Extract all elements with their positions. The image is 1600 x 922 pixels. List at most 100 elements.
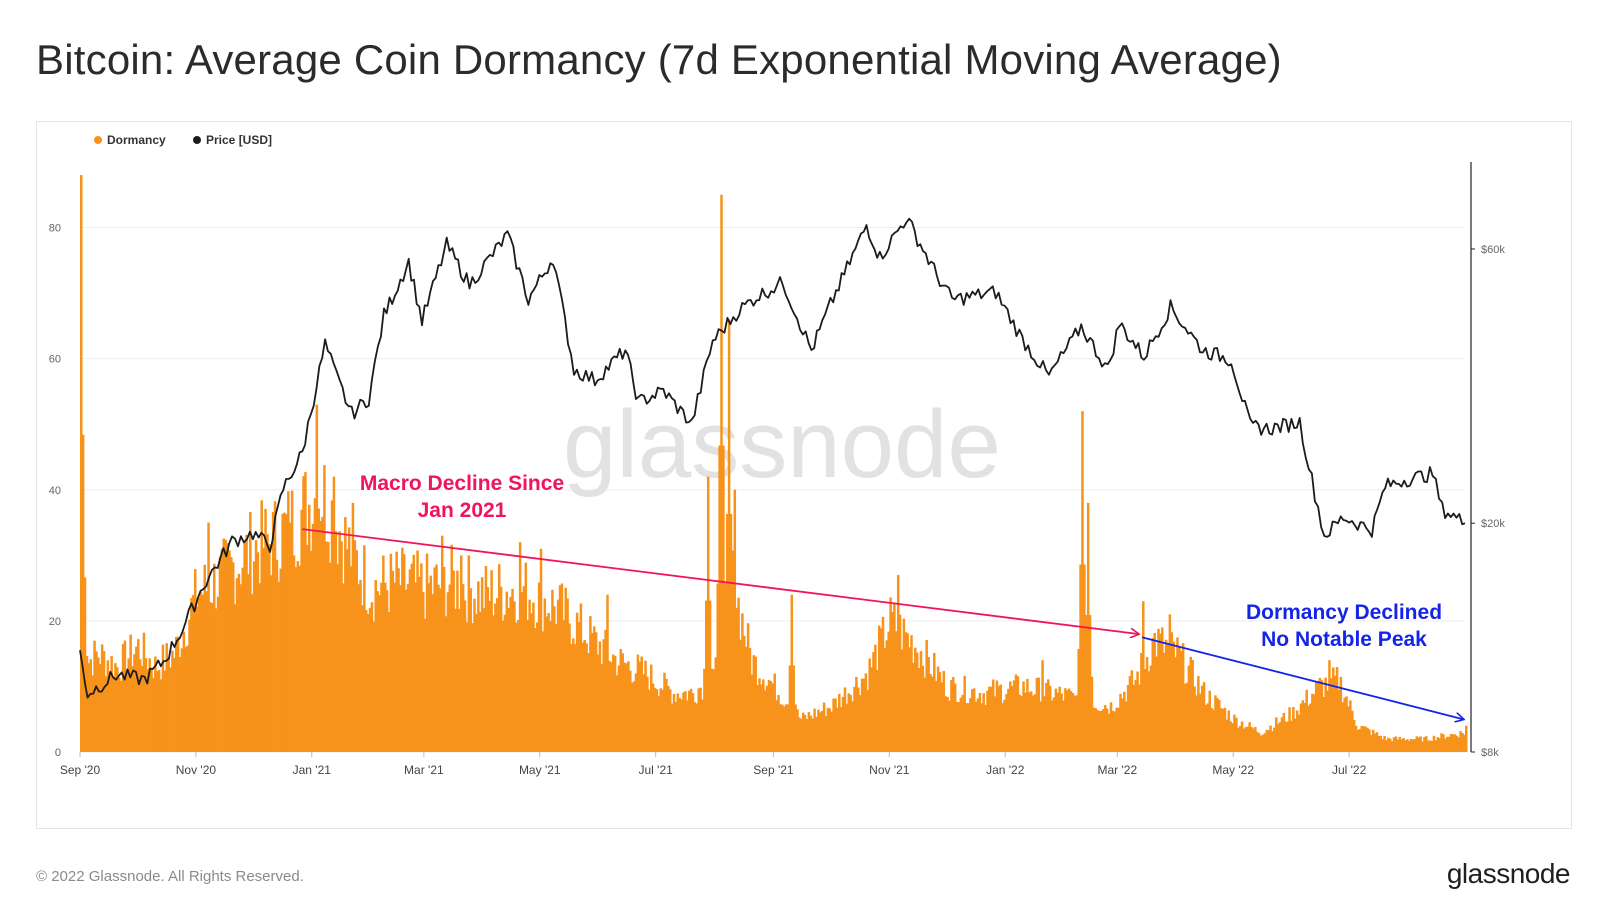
dormancy-bar — [980, 703, 984, 752]
dormancy-bar — [682, 692, 685, 752]
dormancy-bar — [790, 594, 794, 752]
dormancy-bar — [1419, 736, 1422, 752]
dormancy-bar — [104, 676, 108, 752]
dormancy-bar — [418, 576, 421, 752]
dormancy-bar — [355, 550, 358, 752]
dormancy-bar — [100, 644, 104, 752]
dormancy-bar — [798, 717, 801, 752]
dormancy-bar — [1048, 685, 1052, 752]
dormancy-bar — [193, 569, 197, 752]
dormancy-bar — [1088, 614, 1092, 752]
dormancy-bar — [1085, 614, 1088, 752]
dormancy-bar — [1389, 738, 1392, 752]
dormancy-bar — [874, 644, 877, 752]
chart-svg[interactable]: 0 20 40 60 80 $8k $20k $60k glassnode Sep '20 Nov … — [37, 122, 1573, 830]
dormancy-bar — [1273, 727, 1276, 752]
dormancy-bar — [154, 656, 157, 752]
annotation-text: Jan 2021 — [418, 499, 507, 522]
dormancy-bar — [860, 678, 864, 752]
dormancy-bar — [1349, 700, 1352, 752]
dormancy-bar — [539, 548, 543, 752]
dormancy-bar — [1425, 736, 1428, 752]
dormancy-bar — [372, 621, 376, 752]
dormancy-bar — [1404, 740, 1407, 752]
dormancy-bar — [471, 623, 474, 752]
dormancy-bar — [412, 554, 415, 752]
dormancy-bar — [689, 688, 693, 752]
dormancy-bar — [857, 687, 860, 752]
dormancy-bar — [566, 598, 569, 752]
dormancy-bar — [1271, 731, 1274, 752]
dormancy-bar — [627, 661, 630, 752]
dormancy-bar — [530, 613, 533, 752]
dormancy-bar — [725, 514, 729, 752]
dormancy-bar — [870, 667, 873, 752]
dormancy-bar — [1354, 725, 1358, 752]
dormancy-bar — [1383, 735, 1386, 752]
dormancy-bar — [184, 647, 187, 752]
dormancy-bar — [1151, 638, 1155, 752]
dormancy-bar — [573, 644, 577, 752]
dormancy-bar — [138, 659, 142, 752]
dormancy-bar — [99, 664, 102, 752]
dormancy-bar — [203, 564, 206, 752]
dormancy-bar — [1408, 740, 1411, 752]
dormancy-bar — [399, 585, 402, 752]
dormancy-bar — [300, 509, 303, 752]
dormancy-bar — [269, 575, 273, 752]
dormancy-bar — [752, 655, 756, 752]
dormancy-bar — [1067, 688, 1071, 752]
dormancy-bar — [1138, 684, 1141, 752]
dormancy-bar — [883, 648, 887, 752]
legend-marker — [94, 136, 102, 144]
dormancy-bar — [435, 564, 438, 752]
dormancy-bar — [1385, 740, 1388, 752]
dormancy-bar — [1356, 729, 1360, 752]
dormancy-bar — [1311, 693, 1314, 752]
dormancy-bar — [1436, 737, 1439, 752]
dormancy-bar — [763, 690, 767, 752]
dormancy-bar — [1162, 652, 1166, 752]
dormancy-bars — [80, 175, 1468, 753]
dormancy-bar — [494, 603, 497, 752]
dormancy-bar — [1193, 686, 1196, 752]
dormancy-bar — [431, 594, 434, 752]
dormancy-bar — [439, 588, 442, 752]
dormancy-bar — [1189, 656, 1193, 752]
dormancy-bar — [1428, 740, 1432, 752]
dormancy-bar — [1392, 737, 1396, 752]
dormancy-bar — [378, 595, 381, 752]
dormancy-bar — [1130, 670, 1134, 752]
dormancy-bar — [353, 540, 357, 752]
dormancy-bar — [1202, 682, 1206, 752]
dormancy-bar — [357, 584, 360, 752]
dormancy-bar — [579, 603, 583, 752]
dormancy-bar — [1022, 681, 1025, 752]
dormancy-bar — [1126, 685, 1130, 752]
dormancy-bar — [737, 597, 740, 752]
dormancy-bar — [864, 673, 868, 752]
dormancy-bar — [421, 591, 425, 752]
x-tick-label: Mar '21 — [404, 763, 444, 777]
dormancy-bar — [1119, 693, 1122, 752]
dormancy-bar — [910, 635, 913, 752]
dormancy-bar — [1221, 708, 1225, 752]
dormancy-bar — [420, 563, 423, 752]
dormancy-bar — [885, 640, 889, 752]
dormancy-bar — [771, 683, 775, 752]
dormancy-bar — [169, 667, 172, 752]
dormancy-bar — [1227, 710, 1231, 752]
dormancy-bar — [972, 688, 976, 752]
dormancy-bar — [1267, 730, 1270, 752]
dormancy-bar — [739, 639, 742, 752]
dormancy-bar — [877, 625, 881, 752]
dormancy-bar — [174, 636, 178, 752]
dormancy-bar — [207, 522, 210, 752]
dormancy-bar — [315, 404, 319, 752]
dormancy-bar — [249, 511, 252, 752]
x-tick-label: Sep '21 — [753, 763, 794, 777]
dormancy-bar — [1136, 671, 1139, 752]
dormancy-bar — [881, 616, 885, 752]
dormancy-bar — [813, 708, 816, 752]
dormancy-bar — [1381, 739, 1384, 752]
